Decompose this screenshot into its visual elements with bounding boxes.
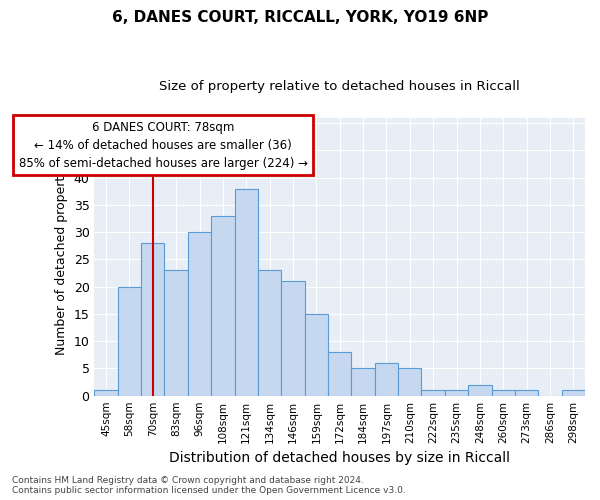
Bar xyxy=(94,390,118,396)
Bar xyxy=(375,363,398,396)
Bar xyxy=(328,352,352,396)
Bar xyxy=(188,232,211,396)
Text: Contains HM Land Registry data © Crown copyright and database right 2024.
Contai: Contains HM Land Registry data © Crown c… xyxy=(12,476,406,495)
Bar xyxy=(421,390,445,396)
Y-axis label: Number of detached properties: Number of detached properties xyxy=(55,158,68,355)
Bar xyxy=(468,385,491,396)
Bar xyxy=(491,390,515,396)
Bar xyxy=(445,390,468,396)
Bar xyxy=(235,188,258,396)
Bar xyxy=(164,270,188,396)
Bar xyxy=(211,216,235,396)
Bar xyxy=(305,314,328,396)
Text: 6 DANES COURT: 78sqm
← 14% of detached houses are smaller (36)
85% of semi-detac: 6 DANES COURT: 78sqm ← 14% of detached h… xyxy=(19,120,308,170)
Bar xyxy=(352,368,375,396)
Bar xyxy=(258,270,281,396)
Title: Size of property relative to detached houses in Riccall: Size of property relative to detached ho… xyxy=(160,80,520,93)
Bar xyxy=(562,390,585,396)
Bar xyxy=(118,286,141,396)
Bar xyxy=(398,368,421,396)
Bar xyxy=(281,281,305,396)
Bar xyxy=(515,390,538,396)
Bar xyxy=(141,243,164,396)
Text: 6, DANES COURT, RICCALL, YORK, YO19 6NP: 6, DANES COURT, RICCALL, YORK, YO19 6NP xyxy=(112,10,488,25)
X-axis label: Distribution of detached houses by size in Riccall: Distribution of detached houses by size … xyxy=(169,451,510,465)
